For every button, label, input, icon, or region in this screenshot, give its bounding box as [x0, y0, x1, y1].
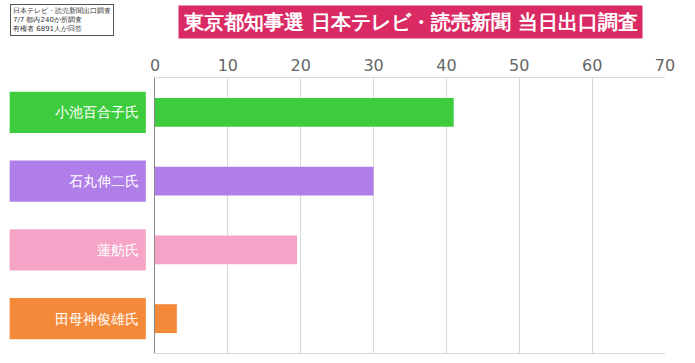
svg-text:50: 50 — [509, 56, 529, 75]
svg-text:0: 0 — [150, 56, 160, 75]
svg-text:東京都知事選 日本テレビ・読売新聞 当日出口調査: 東京都知事選 日本テレビ・読売新聞 当日出口調査 — [183, 10, 638, 34]
svg-text:40: 40 — [436, 56, 456, 75]
svg-text:60: 60 — [582, 56, 602, 75]
svg-text:10: 10 — [218, 56, 238, 75]
svg-text:石丸伸二氏: 石丸伸二氏 — [69, 173, 139, 189]
svg-text:日本テレビ・読売新聞出口調査7/7 都内240か所調査有権者: 日本テレビ・読売新聞出口調査7/7 都内240か所調査有権者 6891人が回答 — [13, 7, 111, 33]
svg-text:小池百合子氏: 小池百合子氏 — [55, 104, 139, 120]
svg-text:70: 70 — [655, 56, 675, 75]
svg-text:30: 30 — [363, 56, 383, 75]
svg-text:田母神俊雄氏: 田母神俊雄氏 — [55, 311, 139, 327]
svg-text:蓮舫氏: 蓮舫氏 — [97, 242, 139, 258]
svg-text:20: 20 — [291, 56, 311, 75]
